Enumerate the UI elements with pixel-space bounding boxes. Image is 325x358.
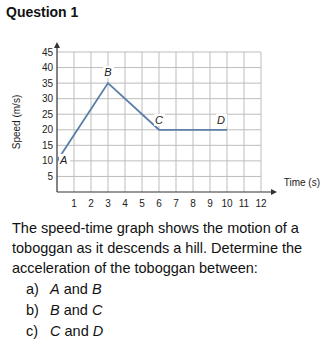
part-text: C and D <box>50 323 103 339</box>
x-tick-label: 12 <box>255 198 267 209</box>
grid-line <box>176 52 177 192</box>
label-bg <box>103 66 114 78</box>
part-label: c) <box>26 321 50 341</box>
point-label: A <box>59 154 67 166</box>
grid-line <box>244 52 245 192</box>
y-axis <box>56 44 57 192</box>
y-tick-label: 10 <box>42 155 54 166</box>
label-bg <box>59 154 70 166</box>
plot-area <box>57 83 227 161</box>
question-part: c)C and D <box>26 321 318 341</box>
y-tick-label: 40 <box>42 62 54 73</box>
x-tick-label: 9 <box>207 198 213 209</box>
part-text: A and B <box>50 281 102 297</box>
x-tick-label: 1 <box>71 198 77 209</box>
y-tick-label: 35 <box>42 78 54 89</box>
chart: Question 1510152025303540451234567891011… <box>0 0 325 215</box>
y-tick-label: 20 <box>42 124 54 135</box>
y-tick-label: 5 <box>47 171 53 182</box>
grid-line <box>91 52 92 192</box>
y-tick-label: 15 <box>42 140 54 151</box>
x-axis-arrow <box>271 189 277 195</box>
y-tick-label: 25 <box>42 109 54 120</box>
part-label: a) <box>26 279 50 299</box>
x-tick-label: 4 <box>122 198 128 209</box>
x-tick-label: 3 <box>105 198 111 209</box>
x-tick-label: 6 <box>156 198 162 209</box>
speed-line <box>57 83 227 161</box>
x-axis-label: Time (s) <box>284 177 320 188</box>
y-axis-arrow <box>54 42 60 48</box>
x-axis <box>57 191 273 192</box>
y-tick-label: 30 <box>42 93 54 104</box>
y-axis-label: Speed (m/s) <box>11 95 22 149</box>
point-label: B <box>104 66 111 78</box>
y-tick-label: 45 <box>42 47 54 58</box>
x-tick-label: 5 <box>139 198 145 209</box>
question-part: a)A and B <box>26 279 318 299</box>
grid-line <box>74 52 75 192</box>
question: The speed-time graph shows the motion of… <box>12 218 318 278</box>
x-tick-label: 10 <box>221 198 233 209</box>
page: Question 1510152025303540451234567891011… <box>0 0 325 358</box>
question-part: b)B and C <box>26 300 318 320</box>
x-tick-label: 11 <box>239 198 250 209</box>
question-text: The speed-time graph shows the motion of… <box>12 218 318 341</box>
heading: Question 1 <box>6 4 79 20</box>
grid-line <box>210 52 211 192</box>
x-tick-label: 2 <box>88 198 94 209</box>
grid-line <box>142 52 143 192</box>
grid-line <box>261 52 262 192</box>
point-label: D <box>217 114 225 126</box>
part-label: b) <box>26 300 50 320</box>
grid-line <box>193 52 194 192</box>
grid-line <box>125 52 126 192</box>
label-bg <box>154 114 165 126</box>
x-tick-label: 8 <box>190 198 196 209</box>
part-text: B and C <box>50 302 102 318</box>
label-bg <box>216 114 227 126</box>
x-tick-label: 7 <box>173 198 179 209</box>
point-label: C <box>155 114 163 126</box>
